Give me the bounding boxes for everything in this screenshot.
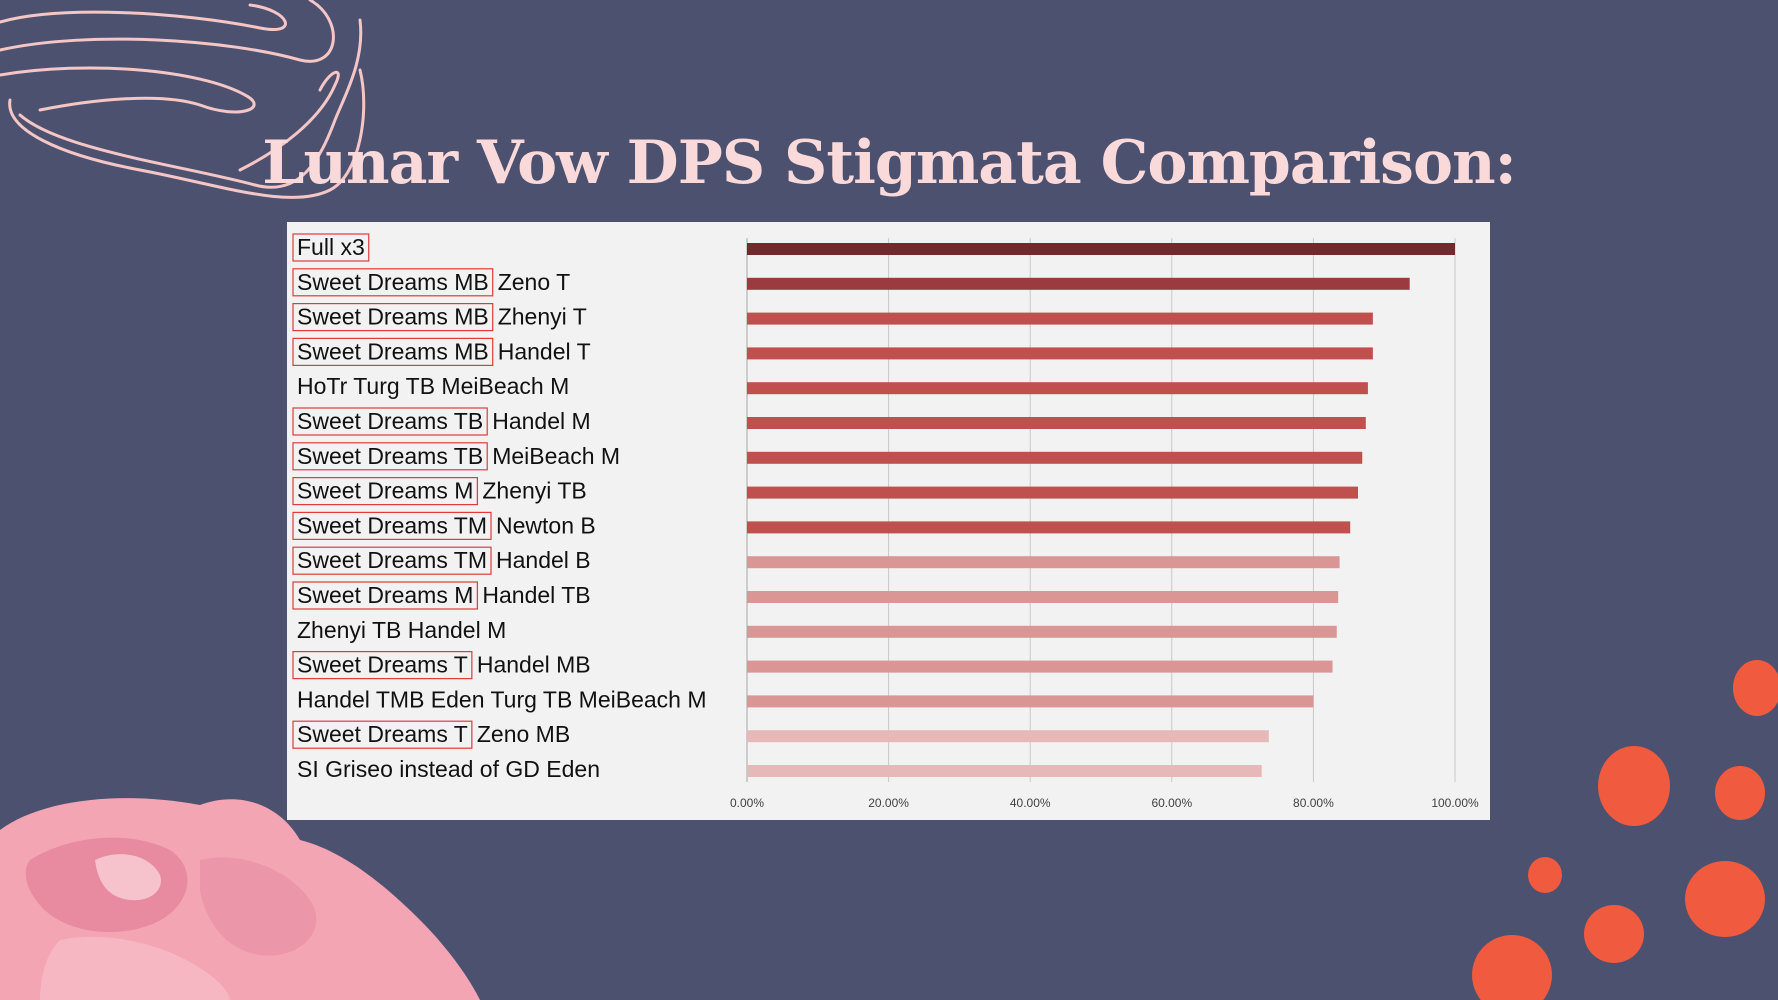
- category-label-boxed: Full x3: [297, 234, 365, 260]
- category-label: Handel TMB Eden Turg TB MeiBeach M: [297, 686, 707, 712]
- category-label: Handel MB: [477, 652, 591, 678]
- category-label: Newton B: [496, 512, 596, 538]
- category-label-boxed: Sweet Dreams MB: [297, 304, 489, 330]
- bar: [747, 417, 1366, 429]
- category-label-boxed: Sweet Dreams MB: [297, 269, 489, 295]
- bar-chart: 0.00% 20.00% 40.00% 60.00% 80.00% 100.00% Full…: [292, 233, 1479, 810]
- category-label-box: [292, 302, 494, 332]
- category-label-boxed: Sweet Dreams TM: [297, 512, 487, 538]
- category-label-boxed: Sweet Dreams M: [297, 478, 473, 504]
- category-label-boxed: Sweet Dreams MB: [297, 338, 489, 364]
- category-label: Zeno MB: [477, 721, 570, 747]
- category-label: Zeno T: [498, 269, 570, 295]
- x-tick-label: 20.00%: [868, 796, 909, 810]
- bar: [747, 277, 1410, 290]
- orange-dots: [1472, 660, 1778, 1000]
- page-title: Lunar Vow DPS Stigmata Comparison:: [262, 128, 1516, 198]
- category-label-box: [292, 720, 473, 749]
- category-label-box: [292, 442, 488, 471]
- bar: [747, 556, 1340, 569]
- category-label: Zhenyi T: [498, 304, 587, 330]
- bar: [747, 382, 1368, 395]
- category-label: MeiBeach M: [492, 443, 620, 469]
- x-tick-label: 0.00%: [730, 796, 764, 810]
- bar: [747, 243, 1455, 255]
- rose-illustration: [0, 798, 480, 1000]
- category-label-boxed: Sweet Dreams T: [297, 652, 468, 678]
- category-label-boxed: Sweet Dreams M: [297, 582, 473, 608]
- category-label: Zhenyi TB: [482, 478, 586, 504]
- bar: [747, 312, 1373, 325]
- x-tick-label: 60.00%: [1151, 796, 1192, 810]
- category-label-box: [292, 651, 473, 680]
- bar: [747, 765, 1262, 777]
- bar: [747, 451, 1363, 464]
- category-label: Handel TB: [482, 582, 590, 608]
- bar: [747, 591, 1339, 603]
- category-label-box: [292, 233, 370, 262]
- bar: [747, 660, 1333, 673]
- category-label: Handel M: [492, 408, 590, 434]
- category-label-boxed: Sweet Dreams T: [297, 721, 468, 747]
- category-label-boxed: Sweet Dreams TM: [297, 547, 487, 573]
- category-label-box: [292, 407, 488, 436]
- category-label: HoTr Turg TB MeiBeach M: [297, 373, 569, 399]
- category-label-box: [292, 546, 492, 575]
- category-label-boxed: Sweet Dreams TB: [297, 443, 483, 469]
- x-tick-label: 100.00%: [1431, 796, 1479, 810]
- x-tick-label: 40.00%: [1010, 796, 1051, 810]
- bar: [747, 730, 1269, 743]
- bar: [747, 347, 1373, 360]
- category-label-box: [292, 511, 492, 540]
- category-label-box: [292, 268, 494, 297]
- category-label-box: [292, 337, 494, 367]
- chart-panel: 0.00% 20.00% 40.00% 60.00% 80.00% 100.00% Full…: [287, 222, 1490, 820]
- category-label-boxed: Sweet Dreams TB: [297, 408, 483, 434]
- category-label-box: [292, 477, 478, 506]
- x-tick-label: 80.00%: [1293, 796, 1334, 810]
- bar: [747, 521, 1351, 534]
- category-label: Handel B: [496, 547, 591, 573]
- category-label: Zhenyi TB Handel M: [297, 617, 506, 643]
- category-label: SI Griseo instead of GD Eden: [297, 756, 600, 782]
- category-label: Handel T: [498, 338, 591, 364]
- category-label-box: [292, 581, 478, 610]
- bar: [747, 486, 1359, 499]
- bar: [747, 695, 1314, 708]
- swirl-line-art: [0, 0, 366, 199]
- bar: [747, 625, 1337, 638]
